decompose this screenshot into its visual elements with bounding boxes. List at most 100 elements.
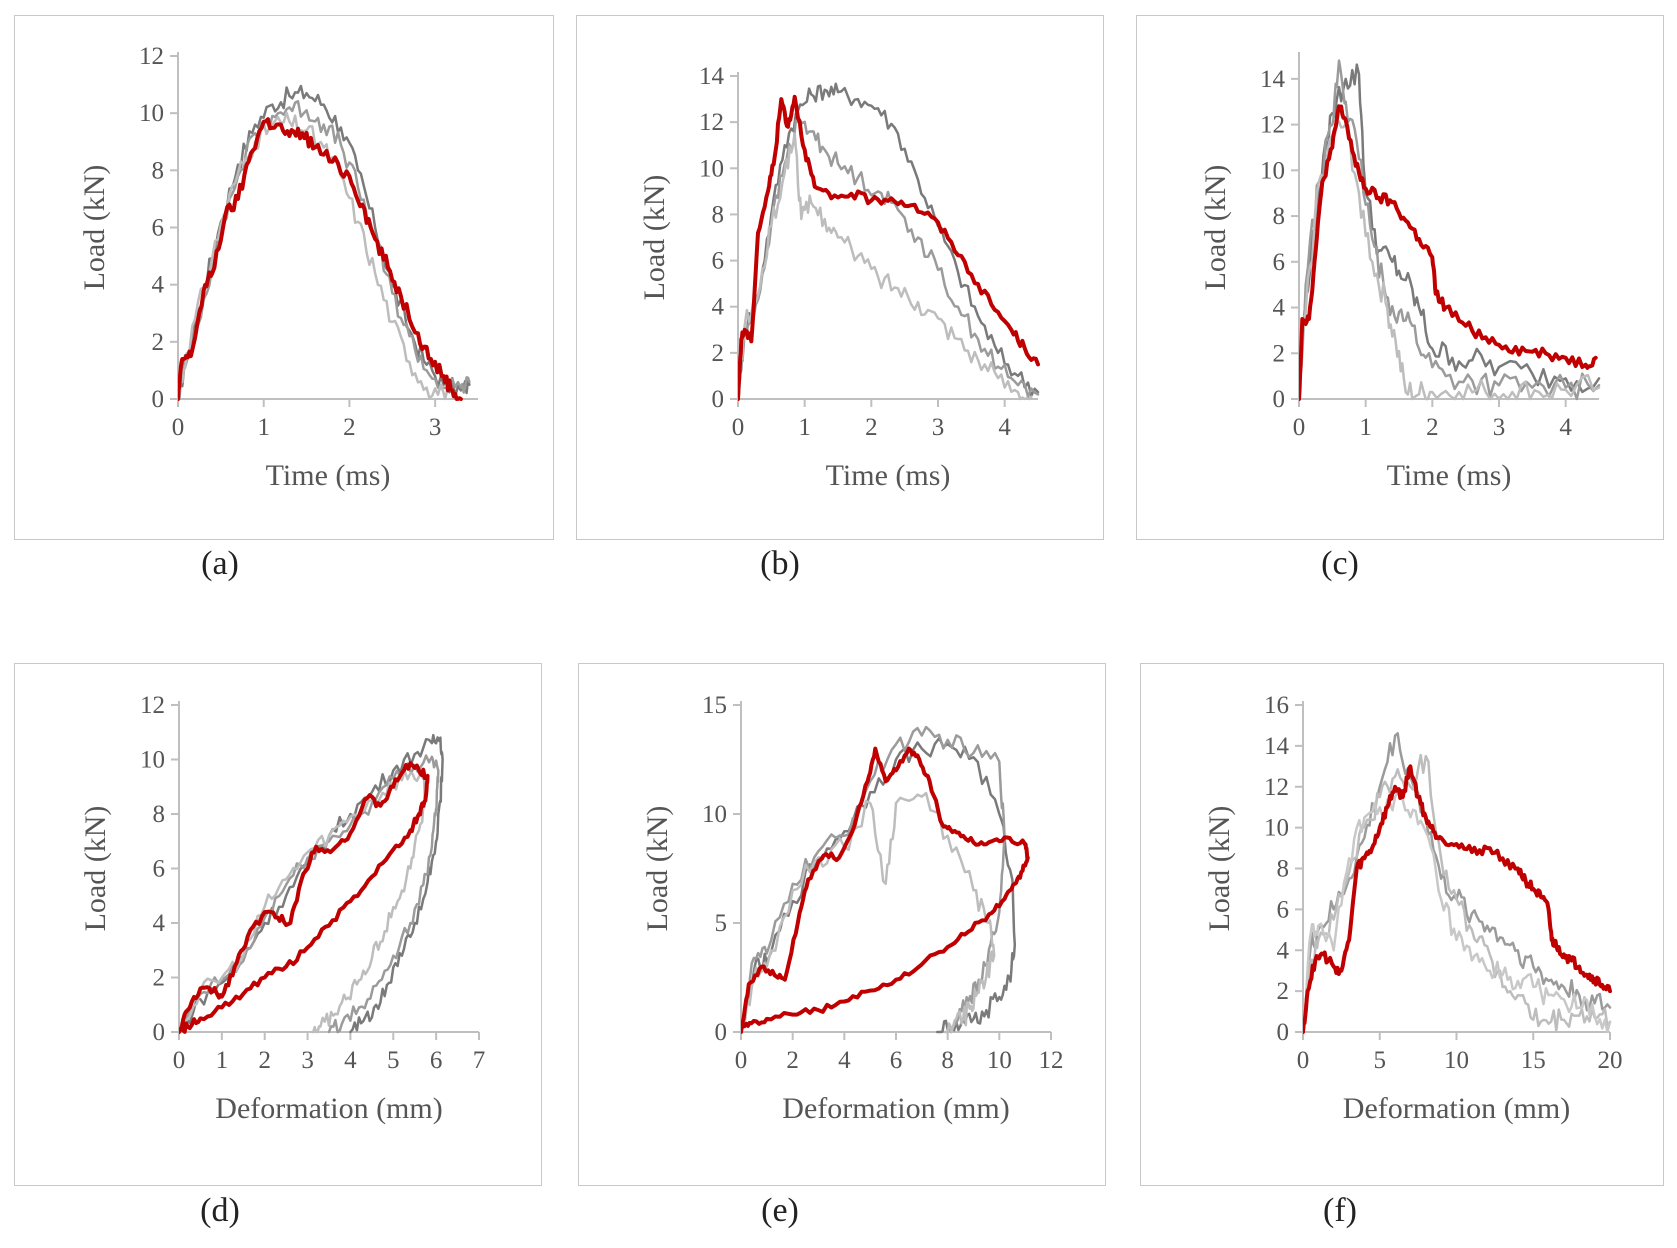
x-axis-title: Time (ms) bbox=[1387, 459, 1512, 492]
x-tick-label: 0 bbox=[173, 1047, 186, 1074]
series-line-specimen-1 bbox=[1299, 63, 1601, 401]
x-axis-title: Deformation (mm) bbox=[782, 1092, 1009, 1125]
y-tick-label: 8 bbox=[1277, 856, 1290, 883]
x-tick-label: 20 bbox=[1598, 1047, 1623, 1074]
x-tick-label: 10 bbox=[987, 1047, 1012, 1074]
y-tick-label: 0 bbox=[1273, 386, 1286, 413]
x-tick-label: 15 bbox=[1521, 1047, 1546, 1074]
y-tick-label: 10 bbox=[139, 100, 164, 127]
series-line-specimen-1 bbox=[179, 733, 444, 1034]
y-tick-label: 12 bbox=[139, 43, 164, 70]
chart-panel-c: 0 2 4 6 8 10 12 14 0 1 2 3 4 Time (ms) Load (kN) bbox=[1136, 15, 1664, 540]
y-tick-label: 10 bbox=[140, 747, 165, 774]
x-tick-label: 1 bbox=[257, 414, 270, 441]
y-tick-label: 4 bbox=[1273, 295, 1286, 322]
y-tick-label: 0 bbox=[152, 386, 165, 413]
y-tick-label: 2 bbox=[712, 340, 725, 367]
series-line-specimen-3 bbox=[1303, 790, 1612, 1034]
y-tick-label: 8 bbox=[153, 801, 166, 828]
x-tick-label: 4 bbox=[838, 1047, 851, 1074]
series-line-representative bbox=[1303, 764, 1612, 1034]
x-tick-label: 5 bbox=[1374, 1047, 1387, 1074]
x-tick-label: 3 bbox=[301, 1047, 314, 1074]
chart-caption-f: (f) bbox=[1323, 1192, 1357, 1229]
y-tick-label: 8 bbox=[1273, 203, 1286, 230]
y-axis-title: Load (kN) bbox=[641, 806, 674, 932]
x-tick-label: 2 bbox=[343, 414, 356, 441]
x-tick-label: 3 bbox=[1493, 414, 1506, 441]
chart-caption-a: (a) bbox=[201, 545, 239, 582]
y-tick-label: 10 bbox=[1260, 157, 1285, 184]
x-axis-title: Deformation (mm) bbox=[1343, 1092, 1570, 1125]
y-tick-label: 0 bbox=[153, 1019, 166, 1046]
series-line-specimen-1 bbox=[1303, 732, 1612, 1034]
chart-panel-f: 0 2 4 6 8 10 12 14 16 0 5 10 15 20 Deformation (mm) Loa… bbox=[1140, 663, 1664, 1186]
x-tick-label: 0 bbox=[1297, 1047, 1310, 1074]
y-axis-title: Load (kN) bbox=[78, 165, 111, 291]
y-tick-label: 4 bbox=[712, 294, 725, 321]
x-tick-label: 10 bbox=[1444, 1047, 1469, 1074]
y-tick-label: 5 bbox=[715, 910, 728, 937]
x-axis-title: Deformation (mm) bbox=[215, 1092, 442, 1125]
series-line-specimen-1 bbox=[738, 82, 1040, 401]
x-tick-label: 4 bbox=[998, 414, 1011, 441]
y-tick-label: 0 bbox=[1277, 1019, 1290, 1046]
chart-panel-d: 0 2 4 6 8 10 12 0 1 2 3 4 5 6 7 Deformation (mm) Load (k… bbox=[14, 663, 542, 1186]
series-line-specimen-2 bbox=[179, 754, 440, 1034]
y-tick-label: 2 bbox=[152, 329, 165, 356]
y-tick-label: 16 bbox=[1264, 692, 1289, 719]
y-tick-label: 2 bbox=[1277, 978, 1290, 1005]
y-tick-label: 10 bbox=[702, 801, 727, 828]
series-line-specimen-3 bbox=[1299, 120, 1601, 401]
x-axis-title: Time (ms) bbox=[826, 459, 951, 492]
x-tick-label: 3 bbox=[429, 414, 442, 441]
chart-caption-c: (c) bbox=[1321, 545, 1359, 582]
y-tick-label: 0 bbox=[712, 386, 725, 413]
y-tick-label: 6 bbox=[1277, 896, 1290, 923]
series-line-representative bbox=[738, 94, 1040, 401]
y-tick-label: 14 bbox=[1264, 733, 1290, 760]
y-tick-label: 12 bbox=[1260, 112, 1285, 139]
y-tick-label: 15 bbox=[702, 692, 727, 719]
x-tick-label: 3 bbox=[932, 414, 945, 441]
chart-panel-e: 0 5 10 15 0 2 4 6 8 10 12 Deformation (mm) Load (kN) bbox=[578, 663, 1106, 1186]
y-tick-label: 8 bbox=[152, 157, 165, 184]
y-tick-label: 6 bbox=[153, 856, 166, 883]
y-axis-title: Load (kN) bbox=[638, 175, 671, 301]
x-tick-label: 2 bbox=[865, 414, 878, 441]
x-tick-label: 0 bbox=[732, 414, 745, 441]
y-tick-label: 6 bbox=[1273, 249, 1286, 276]
x-tick-label: 2 bbox=[258, 1047, 271, 1074]
series-line-specimen-3 bbox=[741, 791, 996, 1034]
y-tick-label: 10 bbox=[1264, 815, 1289, 842]
series-line-specimen-2 bbox=[738, 119, 1040, 401]
y-tick-label: 12 bbox=[699, 109, 724, 136]
x-tick-label: 8 bbox=[941, 1047, 954, 1074]
y-tick-label: 14 bbox=[1260, 66, 1286, 93]
x-tick-label: 0 bbox=[1293, 414, 1306, 441]
x-tick-label: 1 bbox=[798, 414, 811, 441]
series-line-specimen-2 bbox=[1303, 753, 1612, 1034]
y-tick-label: 6 bbox=[152, 215, 165, 242]
chart-svg-f: 0 2 4 6 8 10 12 14 16 0 5 10 15 20 Deformation (mm) Loa… bbox=[1203, 692, 1623, 1125]
series-line-representative bbox=[178, 117, 463, 401]
x-tick-label: 0 bbox=[172, 414, 185, 441]
x-tick-label: 5 bbox=[387, 1047, 400, 1074]
series-line-specimen-3 bbox=[178, 111, 454, 401]
x-tick-label: 4 bbox=[344, 1047, 357, 1074]
series-line-representative bbox=[179, 761, 430, 1034]
y-axis-title: Load (kN) bbox=[1199, 165, 1232, 291]
chart-panel-a: 0 2 4 6 8 10 12 0 1 2 3 Time (ms) Load (kN) bbox=[14, 15, 554, 540]
chart-caption-e: (e) bbox=[761, 1192, 799, 1229]
x-tick-label: 1 bbox=[216, 1047, 229, 1074]
y-tick-label: 2 bbox=[153, 965, 166, 992]
x-tick-label: 2 bbox=[1426, 414, 1439, 441]
series-line-specimen-3 bbox=[738, 132, 1033, 401]
chart-panel-b: 0 2 4 6 8 10 12 14 0 1 2 3 4 Time (ms) Load (kN) bbox=[576, 15, 1104, 540]
chart-svg-e: 0 5 10 15 0 2 4 6 8 10 12 Deformation (mm) Load (kN) bbox=[641, 692, 1064, 1125]
x-axis-title: Time (ms) bbox=[266, 459, 391, 492]
series-line-specimen-2 bbox=[1299, 59, 1601, 401]
